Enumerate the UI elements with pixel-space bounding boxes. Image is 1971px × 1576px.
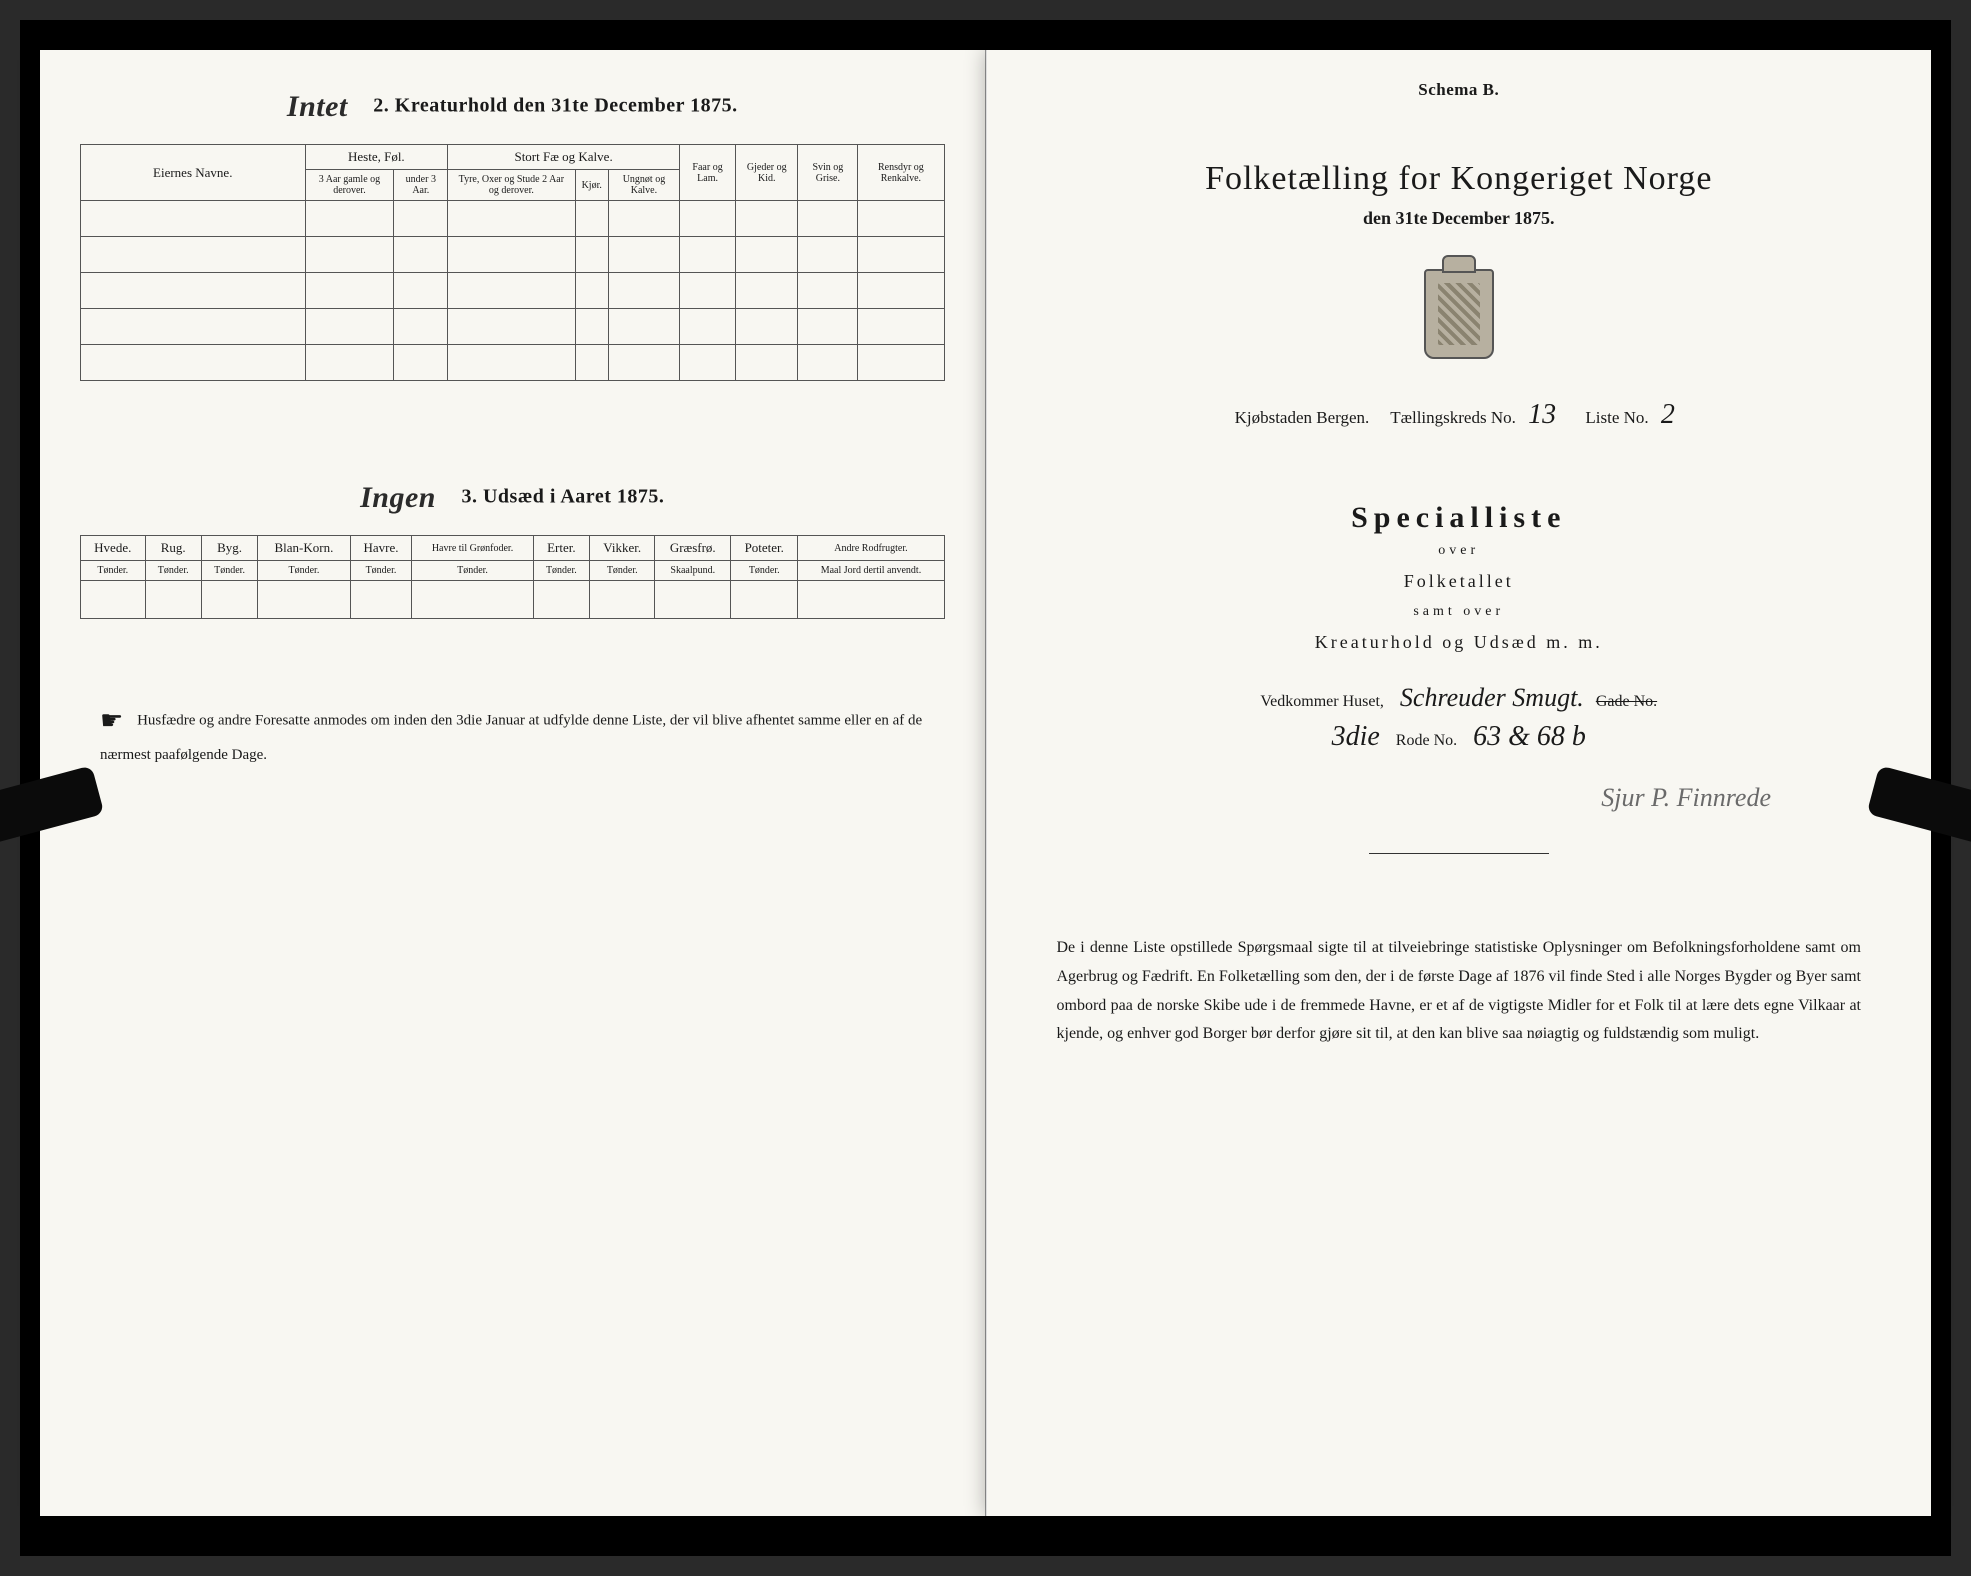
section2-title-text: 2. Kreaturhold den 31te December 1875.: [373, 95, 737, 117]
table-row: [81, 201, 945, 237]
signature: Sjur P. Finnrede: [1027, 783, 1892, 813]
main-title: Folketælling for Kongeriget Norge: [1027, 160, 1892, 198]
hand-note-2: Intet: [287, 90, 348, 124]
sub-h1: 3 Aar gamle og derover.: [305, 170, 394, 201]
col-goats: Gjeder og Kid.: [736, 145, 798, 201]
u6: Tønder.: [412, 561, 533, 581]
table-row: [81, 237, 945, 273]
left-page: Intet 2. Kreaturhold den 31te December 1…: [40, 50, 986, 1516]
divider: [1369, 853, 1549, 854]
table-kreaturhold: Eiernes Navne. Heste, Føl. Stort Fæ og K…: [80, 144, 945, 381]
table-udsaed: Hvede. Rug. Byg. Blan-Korn. Havre. Havre…: [80, 535, 945, 619]
table-row: [81, 309, 945, 345]
sub-c1: Tyre, Oxer og Stude 2 Aar og derover.: [448, 170, 575, 201]
coat-of-arms-icon: [1424, 269, 1494, 359]
sub-h2: under 3 Aar.: [394, 170, 448, 201]
vedk-label: Vedkommer Huset,: [1260, 693, 1384, 710]
u10: Tønder.: [731, 561, 798, 581]
spec-over: over: [1027, 543, 1892, 559]
grp-horses: Heste, Føl.: [305, 145, 448, 170]
u1: Tønder.: [81, 561, 146, 581]
c9: Græsfrø.: [655, 536, 731, 561]
schema-label: Schema B.: [1027, 80, 1892, 100]
rode-hw1: 3die: [1320, 721, 1392, 752]
u7: Tønder.: [533, 561, 589, 581]
footer-text: Husfædre og andre Foresatte anmodes om i…: [100, 713, 922, 764]
c11: Andre Rodfrugter.: [798, 536, 944, 561]
section3-heading: Ingen 3. Udsæd i Aaret 1875.: [80, 481, 945, 515]
c7: Erter.: [533, 536, 589, 561]
c2: Rug.: [145, 536, 201, 561]
col-reindeer: Rensdyr og Renkalve.: [858, 145, 944, 201]
liste-value: 2: [1653, 399, 1683, 430]
liste-label: Liste No.: [1585, 408, 1648, 427]
vedk-strike: Gade No.: [1596, 693, 1657, 710]
u2: Tønder.: [145, 561, 201, 581]
rode-label: Rode No.: [1396, 732, 1457, 749]
rode-hw2: 63 & 68 b: [1461, 721, 1598, 752]
book-spread: Intet 2. Kreaturhold den 31te December 1…: [20, 20, 1951, 1556]
right-footer-text: De i denne Liste opstillede Spørgsmaal s…: [1057, 939, 1862, 1042]
spec-title: Specialliste: [1027, 501, 1892, 535]
city: Kjøbstaden Bergen.: [1235, 408, 1370, 427]
c3: Byg.: [201, 536, 257, 561]
kreds-label: Tællingskreds No.: [1390, 408, 1516, 427]
table-row: [81, 345, 945, 381]
c1: Hvede.: [81, 536, 146, 561]
kreds-value: 13: [1520, 399, 1564, 430]
rode-line: 3die Rode No. 63 & 68 b: [1027, 721, 1892, 753]
col-sheep: Faar og Lam.: [680, 145, 736, 201]
vedk-line: Vedkommer Huset, Schreuder Smugt. Gade N…: [1027, 683, 1892, 713]
u8: Tønder.: [590, 561, 655, 581]
col-owner: Eiernes Navne.: [81, 145, 306, 201]
section2-heading: Intet 2. Kreaturhold den 31te December 1…: [80, 90, 945, 124]
grp-cattle: Stort Fæ og Kalve.: [448, 145, 680, 170]
hand-note-3: Ingen: [360, 481, 436, 515]
u4: Tønder.: [258, 561, 350, 581]
table-row: [81, 581, 945, 619]
c4: Blan-Korn.: [258, 536, 350, 561]
sub-c2: Kjør.: [575, 170, 608, 201]
u9: Skaalpund.: [655, 561, 731, 581]
spec-folk: Folketallet: [1027, 571, 1892, 592]
right-footer: De i denne Liste opstillede Spørgsmaal s…: [1027, 934, 1892, 1049]
u3: Tønder.: [201, 561, 257, 581]
c8: Vikker.: [590, 536, 655, 561]
c5: Havre.: [350, 536, 412, 561]
spec-samt: samt over: [1027, 604, 1892, 620]
pointing-hand-icon: ☛: [100, 699, 123, 743]
u11: Maal Jord dertil anvendt.: [798, 561, 944, 581]
c6: Havre til Grønfoder.: [412, 536, 533, 561]
table-row: [81, 273, 945, 309]
col-pigs: Svin og Grise.: [798, 145, 858, 201]
spec-kreat: Kreaturhold og Udsæd m. m.: [1027, 632, 1892, 653]
locale-line: Kjøbstaden Bergen. Tællingskreds No. 13 …: [1027, 399, 1892, 431]
u5: Tønder.: [350, 561, 412, 581]
left-footer-note: ☛ Husfædre og andre Foresatte anmodes om…: [80, 699, 945, 769]
right-page: Schema B. Folketælling for Kongeriget No…: [986, 50, 1932, 1516]
c10: Poteter.: [731, 536, 798, 561]
sub-c3: Ungnøt og Kalve.: [608, 170, 679, 201]
section3-title-text: 3. Udsæd i Aaret 1875.: [461, 486, 664, 508]
vedk-handwritten: Schreuder Smugt.: [1400, 683, 1584, 712]
sub-date: den 31te December 1875.: [1027, 208, 1892, 229]
